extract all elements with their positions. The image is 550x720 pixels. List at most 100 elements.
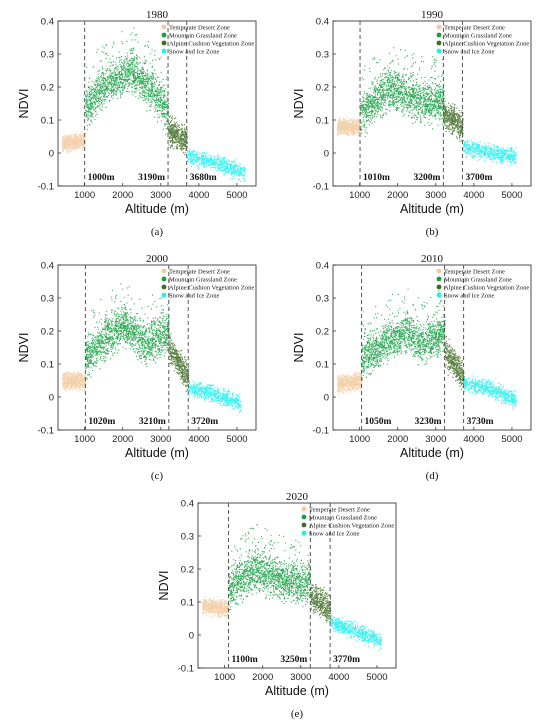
- series-grassland: [85, 283, 170, 380]
- y-tick-label: 0.3: [41, 294, 54, 305]
- points-alpine: [310, 584, 332, 623]
- points-alpine: [444, 335, 465, 390]
- points-desert: [61, 371, 87, 392]
- legend-marker-alpine: [436, 40, 442, 46]
- legend-label-grassland: Mountain Grassland Zone: [309, 514, 377, 521]
- legend-marker-snow: [436, 292, 442, 298]
- series-desert: [336, 116, 362, 137]
- points-grassland: [228, 524, 312, 611]
- x-tick-label: 3000: [425, 190, 446, 201]
- x-tick-label: 2000: [252, 672, 273, 683]
- x-tick-label: 4000: [463, 190, 484, 201]
- legend-marker-alpine: [161, 284, 167, 290]
- y-tick-label: 0: [189, 631, 194, 642]
- legend-label-alpine: Alpine Cushion Vegetation Zone: [444, 284, 529, 291]
- series-alpine: [443, 98, 464, 142]
- x-tick-label: 2000: [387, 434, 408, 445]
- legend-marker-alpine: [436, 284, 442, 290]
- legend-label-grassland: Mountain Grassland Zone: [444, 32, 512, 39]
- legend-label-grassland: Mountain Grassland Zone: [169, 276, 237, 283]
- y-tick-label: 0.3: [316, 294, 329, 305]
- y-tick-label: 0.3: [181, 532, 194, 543]
- scatter-panel-2010: 1050m 3230m 3730m 1000 2000 3000 4000 5000 -0.1 0…: [292, 253, 532, 482]
- legend-marker-grassland: [436, 32, 442, 38]
- boundary-label: 3200m: [414, 173, 441, 183]
- x-tick-label: 1000: [349, 190, 370, 201]
- panel-caption: (a): [151, 226, 164, 238]
- y-tick-label: -0.1: [313, 182, 329, 193]
- points-snow: [463, 375, 517, 410]
- scatter-panel-1980: 1000m 3190m 3680m 1000 2000 3000 4000 5000 -0.1 0…: [17, 9, 257, 238]
- boundary-label: 3190m: [138, 173, 165, 183]
- scatter-points: [61, 283, 242, 413]
- legend-label-snow: Snow and Ice Zone: [309, 530, 359, 537]
- x-tick-label: 5000: [226, 434, 247, 445]
- points-desert: [202, 596, 230, 619]
- series-grassland: [361, 288, 446, 380]
- y-tick-label: 0.4: [181, 499, 194, 510]
- y-tick-label: 0.3: [316, 50, 329, 61]
- legend-label-snow: Snow and Ice Zone: [444, 292, 494, 299]
- panel-caption: (c): [151, 470, 164, 482]
- legend-marker-grassland: [161, 32, 167, 38]
- x-tick-label: 5000: [501, 434, 522, 445]
- points-desert: [61, 131, 86, 154]
- y-tick-label: 0.4: [41, 17, 54, 28]
- y-tick-label: 0: [324, 149, 329, 160]
- legend-label-alpine: Alpine Cushion Vegetation Zone: [309, 522, 394, 529]
- legend-label-snow: Snow and Ice Zone: [444, 48, 494, 55]
- series-alpine: [168, 115, 188, 156]
- y-tick-label: 0.1: [41, 360, 54, 371]
- y-tick-label: -0.1: [313, 426, 329, 437]
- legend-label-grassland: Mountain Grassland Zone: [444, 276, 512, 283]
- boundary-label: 3230m: [415, 417, 442, 427]
- y-axis-label: NDVI: [292, 333, 306, 363]
- panel-caption: (b): [426, 226, 439, 238]
- y-tick-label: 0.2: [181, 565, 194, 576]
- y-tick-label: 0.2: [316, 83, 329, 94]
- x-axis-label: Altitude (m): [400, 202, 464, 216]
- x-tick-label: 1000: [214, 672, 235, 683]
- y-axis-label: NDVI: [17, 333, 31, 363]
- points-desert: [336, 369, 363, 395]
- legend-marker-grassland: [161, 276, 167, 282]
- boundary-label: 3770m: [333, 655, 360, 665]
- points-snow: [186, 149, 246, 183]
- y-tick-label: 0.4: [316, 17, 329, 28]
- boundary-label: 3210m: [139, 417, 166, 427]
- legend-marker-desert: [436, 24, 442, 30]
- scatter-points: [202, 524, 382, 651]
- x-axis-label: Altitude (m): [265, 684, 329, 698]
- x-tick-label: 4000: [188, 190, 209, 201]
- panel-caption: (e): [291, 708, 304, 720]
- legend-marker-desert: [161, 24, 167, 30]
- x-tick-label: 4000: [463, 434, 484, 445]
- legend-label-desert: Temperate Desert Zone: [444, 268, 505, 275]
- series-desert: [336, 369, 363, 395]
- series-desert: [202, 596, 230, 619]
- y-tick-label: 0: [49, 393, 54, 404]
- legend-label-desert: Temperate Desert Zone: [309, 506, 370, 513]
- legend-label-desert: Temperate Desert Zone: [444, 24, 505, 31]
- series-alpine: [444, 335, 465, 390]
- y-tick-label: 0.4: [316, 261, 329, 272]
- legend-label-desert: Temperate Desert Zone: [169, 24, 230, 31]
- y-tick-label: 0.1: [181, 598, 194, 609]
- legend-label-desert: Temperate Desert Zone: [169, 268, 230, 275]
- y-tick-label: 0: [324, 393, 329, 404]
- legend-marker-snow: [301, 530, 307, 536]
- x-tick-label: 3000: [290, 672, 311, 683]
- x-axis-label: Altitude (m): [125, 202, 189, 216]
- panel-caption: (d): [426, 470, 439, 482]
- y-axis-label: NDVI: [292, 89, 306, 119]
- x-axis-label: Altitude (m): [400, 446, 464, 460]
- series-snow: [188, 380, 242, 413]
- y-tick-label: -0.1: [38, 182, 54, 193]
- y-tick-label: 0: [49, 149, 54, 160]
- x-tick-label: 4000: [328, 672, 349, 683]
